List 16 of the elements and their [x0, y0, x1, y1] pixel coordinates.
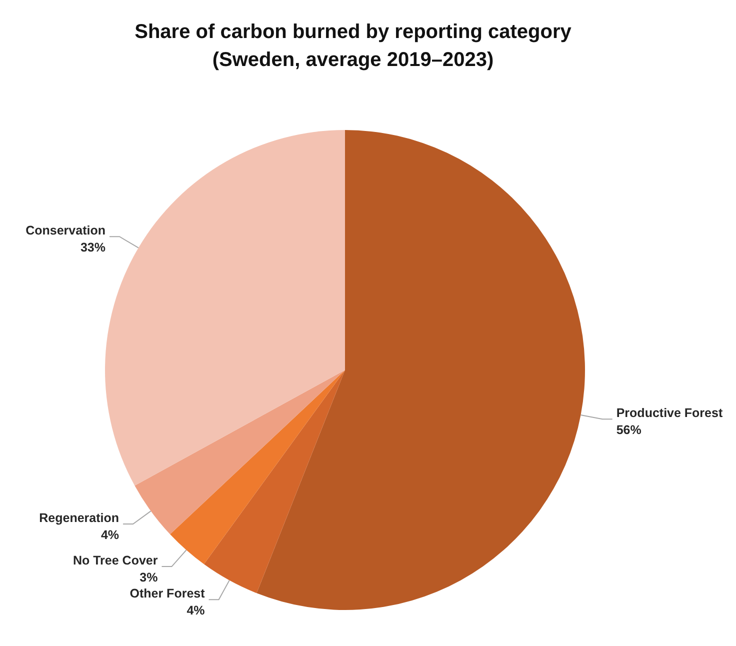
data-label: 4% — [100, 528, 120, 542]
slice-label: No Tree Cover — [72, 554, 158, 568]
slice-label: Productive Forest — [616, 406, 724, 420]
data-label: 56% — [616, 423, 642, 438]
slice-label: Conservation — [26, 224, 106, 238]
pie-slice — [256, 130, 585, 610]
pie-slice — [105, 130, 345, 486]
pie-slice — [204, 370, 345, 594]
data-label: 33% — [80, 240, 106, 255]
data-label: 3% — [140, 570, 158, 585]
pie-slice — [134, 370, 345, 534]
chart-title: Share of carbon burned by reporting category (Sweden, average 2019–2023) — [134, 21, 572, 71]
data-label: 4% — [186, 604, 205, 618]
slice-label: Regeneration — [39, 511, 120, 525]
pie-slice — [170, 370, 345, 564]
slice-label: Other Forest — [130, 586, 206, 601]
